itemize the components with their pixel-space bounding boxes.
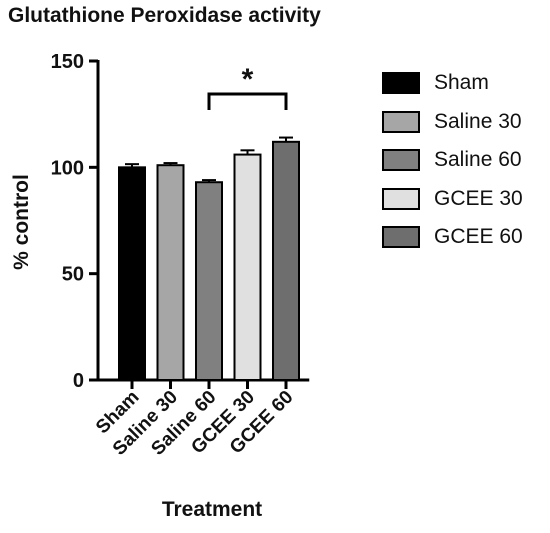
legend-swatch: [382, 187, 420, 210]
legend-item: Saline 60: [382, 141, 523, 180]
y-tick-label: 100: [51, 157, 84, 179]
y-tick-label: 150: [51, 51, 84, 73]
legend-label: Saline 60: [434, 148, 522, 172]
chart-title: Glutathione Peroxidase activity: [8, 4, 321, 27]
y-tick-label: 50: [62, 264, 84, 286]
legend-item: GCEE 30: [382, 180, 523, 219]
legend-label: GCEE 60: [434, 225, 523, 249]
significance-bracket: [207, 92, 288, 110]
legend-swatch: [382, 226, 420, 249]
x-axis-label: Treatment: [161, 498, 263, 521]
legend-label: GCEE 30: [434, 186, 523, 210]
legend-swatch: [382, 72, 420, 95]
bar-saline-60: [195, 181, 223, 381]
bar-gcee-30: [233, 153, 262, 381]
legend-label: Sham: [434, 71, 489, 95]
bar-saline-30: [156, 164, 185, 381]
legend: Sham Saline 30 Saline 60 GCEE 30 GCEE 60: [382, 64, 523, 257]
bar-gcee-60: [272, 140, 300, 381]
legend-label: Saline 30: [434, 109, 522, 133]
y-tick-label: 0: [73, 370, 84, 392]
bar-sham: [118, 166, 146, 381]
significance-label: *: [242, 63, 254, 96]
legend-item: GCEE 60: [382, 218, 523, 257]
legend-item: Saline 30: [382, 103, 523, 142]
legend-swatch: [382, 110, 420, 133]
legend-swatch: [382, 149, 420, 172]
legend-item: Sham: [382, 64, 523, 103]
